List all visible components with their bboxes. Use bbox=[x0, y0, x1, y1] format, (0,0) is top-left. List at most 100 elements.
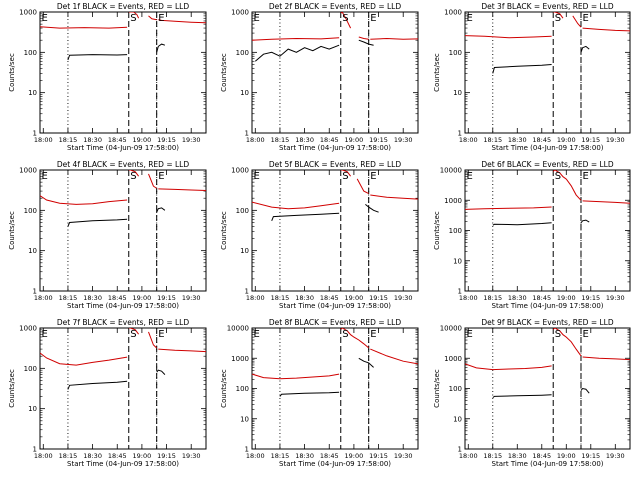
lld-series bbox=[40, 170, 206, 205]
x-axis-label: Start Time (04-Jun-09 17:58:00) bbox=[279, 302, 391, 310]
x-tick-label: 18:30 bbox=[508, 294, 527, 302]
series-segment bbox=[553, 12, 564, 19]
lld-series bbox=[40, 12, 206, 29]
lld-series bbox=[465, 170, 630, 210]
plot-frame bbox=[39, 169, 207, 292]
event-marker-label: S bbox=[555, 171, 561, 182]
series-segment bbox=[128, 170, 140, 177]
series-segment bbox=[158, 19, 206, 24]
series-segment bbox=[340, 12, 352, 29]
y-tick-label: 10 bbox=[28, 89, 37, 97]
series-segment bbox=[582, 27, 630, 32]
events-series bbox=[271, 204, 379, 221]
y-tick-label: 100 bbox=[449, 49, 462, 57]
x-tick-label: 18:00 bbox=[34, 452, 53, 460]
x-tick-label: 18:00 bbox=[246, 452, 265, 460]
series-segment bbox=[370, 348, 418, 365]
series-segment bbox=[492, 222, 552, 226]
y-tick-label: 1 bbox=[458, 288, 462, 296]
event-marker-label: E bbox=[370, 171, 376, 182]
y-axis-label: Counts/sec bbox=[220, 53, 228, 92]
event-marker-label: E bbox=[370, 13, 376, 24]
y-tick-label: 1000 bbox=[444, 9, 462, 17]
event-marker-label: E bbox=[158, 171, 164, 182]
x-tick-label: 19:00 bbox=[557, 294, 576, 302]
series-segment bbox=[67, 380, 128, 390]
lld-series bbox=[465, 12, 630, 39]
x-tick-label: 18:45 bbox=[108, 136, 127, 144]
y-tick-label: 1 bbox=[245, 130, 249, 138]
y-axis-label: Counts/sec bbox=[433, 53, 441, 92]
y-tick-label: 10 bbox=[453, 415, 462, 423]
y-axis-label: Counts/sec bbox=[8, 53, 16, 92]
series-segment bbox=[365, 204, 379, 213]
y-tick-label: 1000 bbox=[231, 9, 249, 17]
x-tick-label: 18:45 bbox=[532, 136, 551, 144]
series-segment bbox=[465, 35, 552, 39]
event-marker-label: E bbox=[370, 329, 376, 340]
event-marker-label: S bbox=[555, 329, 561, 340]
plot-frame bbox=[251, 11, 419, 134]
events-series bbox=[67, 369, 166, 390]
events-series bbox=[67, 43, 166, 61]
y-tick-label: 1000 bbox=[19, 167, 37, 175]
x-tick-label: 19:00 bbox=[557, 136, 576, 144]
panel-title: Det 3f BLACK = Events, RED = LLD bbox=[481, 2, 614, 11]
x-tick-label: 18:15 bbox=[271, 136, 290, 144]
events-series bbox=[254, 39, 374, 62]
panel-6: Det 6f BLACK = Events, RED = LLD 1 10 100 10… bbox=[433, 160, 631, 310]
event-marker-label: E bbox=[582, 171, 588, 182]
plot-frame bbox=[251, 327, 419, 450]
y-tick-label: 1000 bbox=[444, 355, 462, 363]
x-tick-label: 19:15 bbox=[581, 294, 600, 302]
y-tick-label: 1000 bbox=[19, 325, 37, 333]
x-axis-label: Start Time (04-Jun-09 17:58:00) bbox=[492, 144, 604, 152]
x-tick-label: 19:00 bbox=[133, 452, 152, 460]
x-tick-label: 18:00 bbox=[34, 136, 53, 144]
lld-series bbox=[252, 12, 418, 41]
series-segment bbox=[552, 170, 582, 201]
series-segment bbox=[156, 207, 166, 213]
series-segment bbox=[580, 219, 590, 224]
y-tick-label: 1 bbox=[458, 130, 462, 138]
series-segment bbox=[358, 36, 369, 40]
panel-title: Det 7f BLACK = Events, RED = LLD bbox=[57, 318, 190, 327]
y-tick-label: 1 bbox=[245, 288, 249, 296]
panel-title: Det 1f BLACK = Events, RED = LLD bbox=[57, 2, 190, 11]
x-tick-label: 19:15 bbox=[369, 294, 388, 302]
lld-series bbox=[252, 328, 418, 380]
event-marker-label: E bbox=[582, 329, 588, 340]
series-segment bbox=[158, 348, 206, 353]
lld-series bbox=[465, 328, 630, 371]
panel-7: Det 7f BLACK = Events, RED = LLD 1 10 100 10… bbox=[8, 318, 207, 468]
x-axis-label: Start Time (04-Jun-09 17:58:00) bbox=[492, 460, 604, 468]
x-tick-label: 19:30 bbox=[606, 452, 625, 460]
x-axis-label: Start Time (04-Jun-09 17:58:00) bbox=[279, 144, 391, 152]
x-tick-label: 18:00 bbox=[34, 294, 53, 302]
y-tick-label: 1 bbox=[458, 446, 462, 454]
event-marker-label: S bbox=[130, 329, 136, 340]
x-tick-label: 19:00 bbox=[345, 294, 364, 302]
x-axis-label: Start Time (04-Jun-09 17:58:00) bbox=[279, 460, 391, 468]
x-tick-label: 19:30 bbox=[606, 294, 625, 302]
x-tick-label: 18:30 bbox=[295, 452, 314, 460]
y-tick-label: 10 bbox=[240, 247, 249, 255]
plot-frame bbox=[251, 169, 419, 292]
x-tick-label: 18:15 bbox=[483, 136, 502, 144]
series-segment bbox=[148, 15, 157, 21]
series-segment bbox=[271, 212, 340, 221]
y-tick-label: 1 bbox=[33, 446, 37, 454]
y-axis-label: Counts/sec bbox=[8, 369, 16, 408]
event-marker-label: E bbox=[582, 13, 588, 24]
series-segment bbox=[252, 373, 340, 380]
x-tick-label: 18:45 bbox=[108, 452, 127, 460]
y-tick-label: 1000 bbox=[444, 197, 462, 205]
x-tick-label: 19:00 bbox=[345, 136, 364, 144]
panel-3: Det 3f BLACK = Events, RED = LLD 1 10 100 10… bbox=[433, 2, 631, 152]
panel-title: Det 2f BLACK = Events, RED = LLD bbox=[269, 2, 402, 11]
x-tick-label: 18:15 bbox=[271, 452, 290, 460]
x-tick-label: 19:30 bbox=[182, 136, 201, 144]
y-axis-label: Counts/sec bbox=[220, 211, 228, 250]
panel-8: Det 8f BLACK = Events, RED = LLD 1 10 100 10… bbox=[220, 318, 419, 468]
series-segment bbox=[465, 206, 552, 210]
